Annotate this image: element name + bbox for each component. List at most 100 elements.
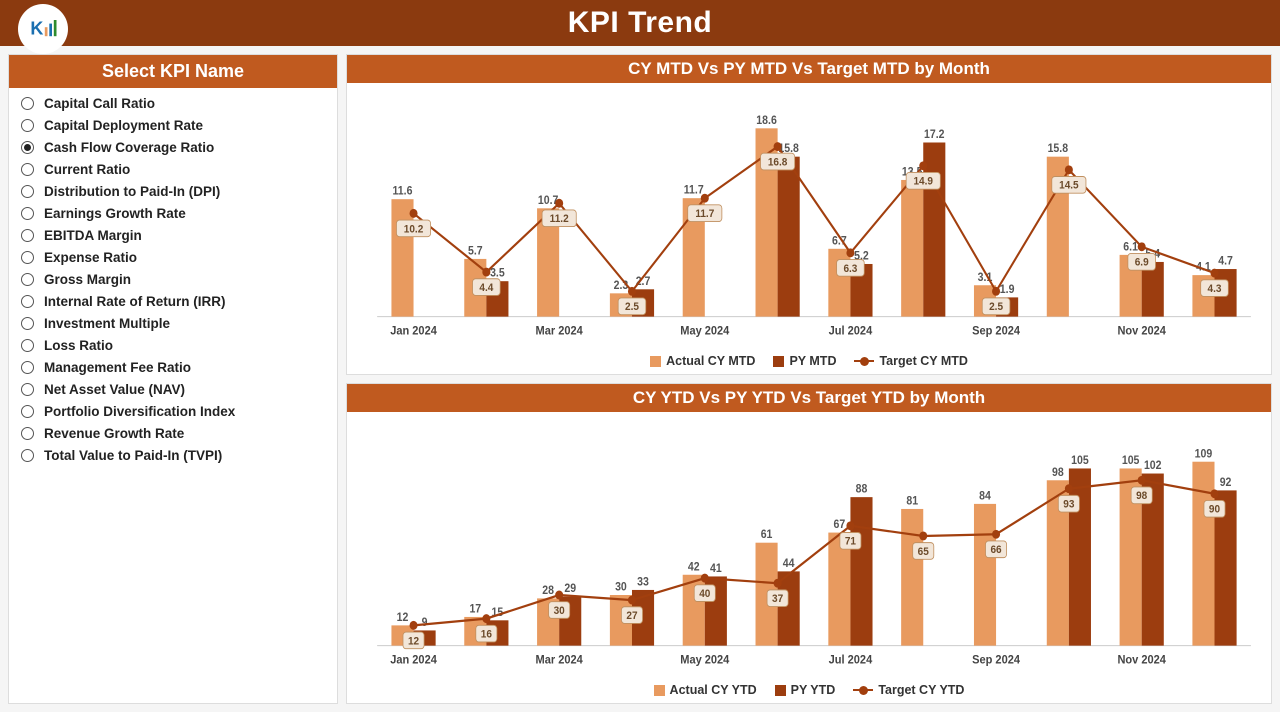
kpi-option[interactable]: Capital Deployment Rate	[21, 118, 325, 133]
svg-text:3.5: 3.5	[490, 267, 505, 280]
legend-line-icon	[853, 689, 873, 691]
svg-text:14.5: 14.5	[1059, 179, 1079, 192]
legend-line-icon	[854, 360, 874, 362]
kpi-option[interactable]: Portfolio Diversification Index	[21, 404, 325, 419]
kpi-option-label: Investment Multiple	[44, 316, 170, 331]
kpi-option[interactable]: Capital Call Ratio	[21, 96, 325, 111]
legend-item: Target CY MTD	[854, 354, 967, 368]
svg-text:41: 41	[710, 563, 722, 576]
legend-item: Target CY YTD	[853, 683, 964, 697]
radio-icon	[21, 251, 34, 264]
kpi-list: Capital Call Ratio Capital Deployment Rat…	[9, 88, 337, 471]
radio-icon	[21, 207, 34, 220]
kpi-option-label: EBITDA Margin	[44, 228, 142, 243]
svg-text:9: 9	[422, 617, 428, 630]
svg-text:109: 109	[1195, 448, 1213, 461]
svg-text:27: 27	[626, 610, 637, 623]
kpi-option[interactable]: Current Ratio	[21, 162, 325, 177]
svg-text:18.6: 18.6	[756, 114, 776, 127]
svg-text:67: 67	[834, 519, 846, 532]
kpi-option[interactable]: Earnings Growth Rate	[21, 206, 325, 221]
svg-text:Jul 2024: Jul 2024	[829, 653, 873, 667]
kpi-option-label: Cash Flow Coverage Ratio	[44, 140, 214, 155]
svg-text:10.2: 10.2	[404, 223, 424, 236]
chart-mtd-legend: Actual CY MTD PY MTD Target CY MTD	[347, 350, 1271, 374]
svg-text:98: 98	[1136, 490, 1147, 503]
radio-icon	[21, 185, 34, 198]
kpi-option[interactable]: Net Asset Value (NAV)	[21, 382, 325, 397]
svg-text:102: 102	[1144, 460, 1162, 473]
legend-swatch	[775, 685, 786, 696]
kpi-option-label: Earnings Growth Rate	[44, 206, 186, 221]
chart-ytd-title: CY YTD Vs PY YTD Vs Target YTD by Month	[347, 384, 1271, 412]
kpi-option[interactable]: Distribution to Paid-In (DPI)	[21, 184, 325, 199]
kpi-option[interactable]: Cash Flow Coverage Ratio	[21, 140, 325, 155]
svg-text:K: K	[30, 18, 43, 38]
svg-text:105: 105	[1071, 455, 1089, 468]
svg-text:98: 98	[1052, 466, 1064, 479]
kpi-option[interactable]: Investment Multiple	[21, 316, 325, 331]
radio-icon	[21, 273, 34, 286]
svg-text:6.3: 6.3	[843, 262, 857, 275]
svg-text:17.2: 17.2	[924, 129, 944, 142]
kpi-option[interactable]: Total Value to Paid-In (TVPI)	[21, 448, 325, 463]
kpi-option[interactable]: Gross Margin	[21, 272, 325, 287]
kpi-option-label: Management Fee Ratio	[44, 360, 191, 375]
legend-label: Target CY YTD	[878, 683, 964, 697]
legend-item: PY MTD	[773, 354, 836, 368]
radio-icon	[21, 317, 34, 330]
legend-swatch	[773, 356, 784, 367]
kpi-option[interactable]: Management Fee Ratio	[21, 360, 325, 375]
svg-text:6.1: 6.1	[1123, 241, 1138, 254]
main-layout: Select KPI Name Capital Call RatioCapita…	[0, 46, 1280, 712]
radio-icon	[21, 383, 34, 396]
svg-text:30: 30	[615, 581, 627, 594]
radio-icon	[21, 405, 34, 418]
svg-text:17: 17	[469, 603, 481, 616]
svg-text:16: 16	[481, 628, 492, 641]
svg-text:37: 37	[772, 593, 783, 606]
kpi-option-label: Capital Call Ratio	[44, 96, 155, 111]
chart-mtd-panel: CY MTD Vs PY MTD Vs Target MTD by Month …	[346, 54, 1272, 375]
kpi-option[interactable]: Expense Ratio	[21, 250, 325, 265]
svg-text:61: 61	[761, 529, 773, 542]
kpi-option[interactable]: Internal Rate of Return (IRR)	[21, 294, 325, 309]
svg-text:12: 12	[397, 611, 409, 624]
svg-text:12: 12	[408, 635, 419, 648]
kpi-option-label: Internal Rate of Return (IRR)	[44, 294, 226, 309]
logo-icon: K	[25, 11, 61, 47]
legend-item: Actual CY MTD	[650, 354, 755, 368]
logo: K	[18, 4, 68, 54]
kpi-option[interactable]: Loss Ratio	[21, 338, 325, 353]
kpi-option-label: Current Ratio	[44, 162, 130, 177]
radio-icon	[21, 141, 34, 154]
svg-text:11.2: 11.2	[550, 213, 569, 226]
svg-text:42: 42	[688, 561, 700, 574]
svg-text:71: 71	[845, 535, 856, 548]
sidebar-title: Select KPI Name	[9, 55, 337, 88]
svg-text:11.7: 11.7	[684, 184, 704, 197]
page-title: KPI Trend	[0, 6, 1280, 40]
svg-text:2.5: 2.5	[989, 301, 1003, 314]
svg-text:Nov 2024: Nov 2024	[1117, 324, 1166, 338]
svg-text:92: 92	[1220, 476, 1232, 489]
svg-text:16.8: 16.8	[768, 156, 788, 169]
charts-column: CY MTD Vs PY MTD Vs Target MTD by Month …	[346, 54, 1272, 704]
chart-ytd-svg: 1291715282930334241614467888184981051051…	[347, 412, 1271, 679]
kpi-option[interactable]: EBITDA Margin	[21, 228, 325, 243]
svg-text:Jan 2024: Jan 2024	[390, 653, 437, 667]
svg-text:4.3: 4.3	[1208, 283, 1222, 296]
svg-text:15.8: 15.8	[1048, 143, 1068, 156]
legend-label: Actual CY MTD	[666, 354, 755, 368]
svg-text:11.6: 11.6	[393, 185, 413, 198]
radio-icon	[21, 339, 34, 352]
kpi-option[interactable]: Revenue Growth Rate	[21, 426, 325, 441]
kpi-option-label: Total Value to Paid-In (TVPI)	[44, 448, 222, 463]
svg-text:Mar 2024: Mar 2024	[536, 653, 584, 667]
svg-text:88: 88	[856, 483, 868, 496]
kpi-sidebar: Select KPI Name Capital Call RatioCapita…	[8, 54, 338, 704]
svg-text:Mar 2024: Mar 2024	[536, 324, 584, 338]
svg-text:May 2024: May 2024	[680, 653, 730, 667]
kpi-option-label: Gross Margin	[44, 272, 131, 287]
svg-text:90: 90	[1209, 503, 1220, 516]
